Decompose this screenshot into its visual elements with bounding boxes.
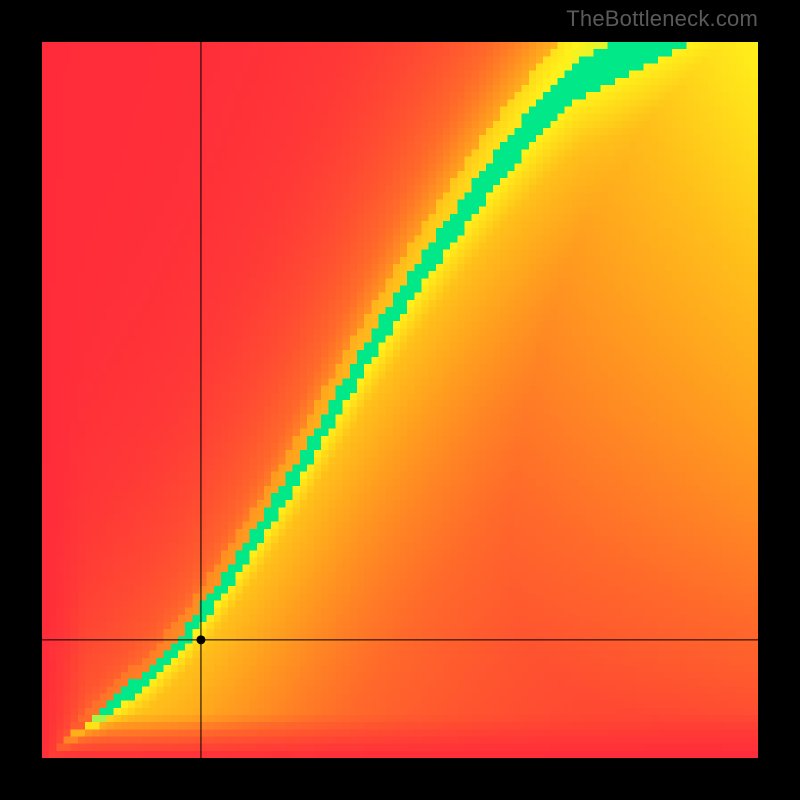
heatmap-plot — [42, 42, 758, 758]
crosshair-marker — [196, 635, 205, 644]
chart-root: TheBottleneck.com — [0, 0, 800, 800]
watermark-text: TheBottleneck.com — [566, 6, 758, 32]
